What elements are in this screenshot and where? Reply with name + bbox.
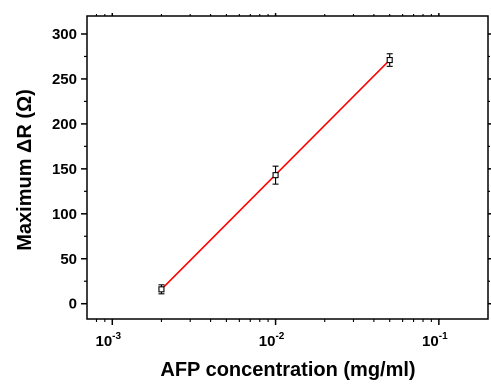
data-point: [158, 286, 165, 293]
y-tick-label: 0: [69, 296, 77, 313]
y-tick-label: 150: [52, 161, 77, 178]
data-point: [386, 57, 393, 64]
x-tick-label: 10-2: [259, 331, 285, 350]
x-tick-label: 10-1: [422, 331, 448, 350]
x-axis-title: AFP concentration (mg/ml): [160, 359, 415, 381]
y-tick-label: 250: [52, 71, 77, 88]
y-tick-label: 300: [52, 26, 77, 43]
y-axis-title: Maximum ΔR (Ω): [14, 89, 36, 251]
y-tick-label: 100: [52, 206, 77, 223]
plot-frame: [86, 15, 489, 320]
y-tick-label: 50: [60, 251, 77, 268]
x-tick-label: 10-3: [95, 331, 121, 350]
data-point: [272, 172, 279, 179]
y-tick-label: 200: [52, 116, 77, 133]
